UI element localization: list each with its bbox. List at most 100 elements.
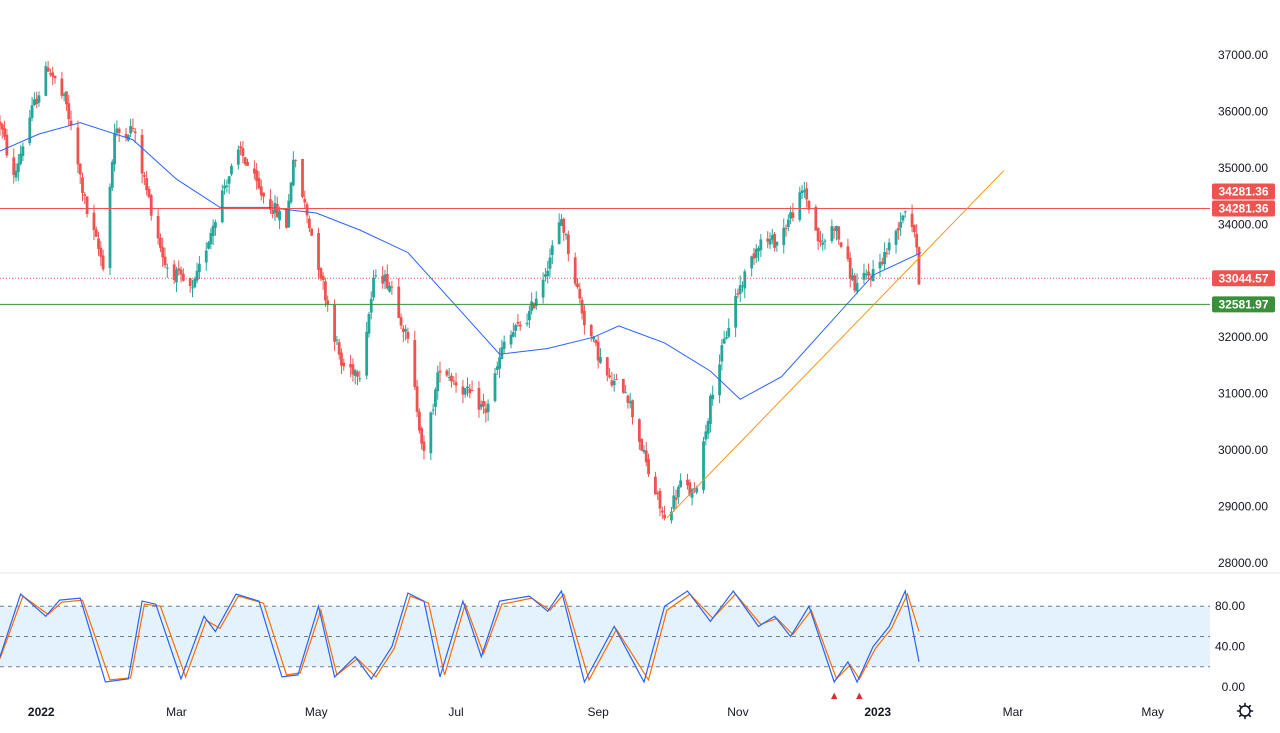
candle-body: [823, 240, 827, 242]
candle-body: [766, 238, 770, 242]
candle-body: [855, 282, 859, 292]
candle-body: [413, 340, 417, 387]
candle: [44, 61, 48, 97]
candle-body: [525, 322, 529, 325]
candle-body: [307, 218, 311, 229]
candle: [562, 217, 566, 241]
candle: [768, 232, 772, 250]
candle: [773, 231, 776, 252]
time-tick-label: Jul: [448, 705, 463, 719]
candle-body: [207, 242, 210, 249]
candle-body: [401, 328, 405, 333]
price-tick-label: 30000.00: [1218, 443, 1268, 457]
candle-body: [562, 218, 566, 233]
candle-body: [285, 209, 288, 228]
candle-body: [509, 334, 513, 345]
candle-body: [903, 211, 907, 213]
candle: [573, 252, 577, 287]
candle: [214, 219, 217, 236]
candle-body: [690, 489, 694, 498]
candle: [486, 399, 490, 422]
candle: [35, 91, 39, 109]
last-price-badge: 33044.57: [1212, 270, 1275, 287]
candle-body: [626, 395, 630, 403]
candle: [159, 233, 162, 253]
candle-body: [179, 269, 183, 275]
candle: [775, 241, 779, 252]
candle: [759, 234, 763, 258]
candle: [692, 481, 696, 494]
candle-body: [369, 298, 373, 313]
candle-body: [544, 274, 547, 277]
candle-body: [278, 210, 281, 221]
candle-body: [848, 257, 852, 279]
candle-body: [830, 226, 834, 241]
candles-layer: [0, 61, 921, 524]
candle: [676, 484, 680, 505]
candle: [610, 371, 614, 388]
candle-body: [819, 240, 822, 243]
candle-body: [431, 409, 435, 411]
candle: [479, 400, 483, 411]
candle-body: [596, 341, 600, 361]
gear-icon[interactable]: [1236, 702, 1254, 720]
candle: [124, 127, 128, 142]
candle: [915, 224, 919, 255]
candle-body: [463, 388, 467, 395]
candle: [275, 196, 279, 218]
resistance-badge: 34281.36: [1212, 200, 1275, 217]
candle-body: [727, 328, 731, 337]
price-axis[interactable]: 37000.0036000.0035000.0034000.0033000.00…: [1218, 48, 1268, 570]
candle-body: [147, 188, 151, 197]
candle-body: [477, 387, 481, 410]
stochastic-pane[interactable]: ▲ ▲: [0, 589, 1210, 702]
candle-body: [679, 480, 683, 488]
candle-body: [223, 185, 226, 189]
candle: [832, 226, 836, 239]
candle-body: [381, 275, 385, 284]
candle-body: [493, 373, 497, 402]
stochastic-axis[interactable]: 80.00 40.00 0.00: [1215, 599, 1245, 694]
candle-body: [252, 168, 256, 174]
candle: [83, 191, 87, 205]
candle-body: [193, 278, 197, 288]
candle: [257, 171, 261, 190]
price-pane[interactable]: [0, 61, 1210, 524]
candle: [706, 418, 710, 439]
candle-body: [479, 404, 483, 408]
candle-body: [896, 227, 900, 231]
candle: [885, 247, 889, 258]
candle-body: [738, 285, 742, 294]
candle: [101, 249, 105, 272]
candle-body: [60, 78, 64, 96]
candle-body: [578, 288, 582, 299]
candle: [197, 255, 201, 280]
candle-body: [35, 98, 39, 105]
candle-body: [864, 274, 868, 276]
time-axis[interactable]: 2022 Mar May Jul Sep Nov 2023 Mar May: [28, 705, 1164, 719]
candle: [243, 156, 247, 166]
candle: [317, 227, 320, 280]
candle: [65, 91, 68, 111]
price-tick-label: 31000.00: [1218, 387, 1268, 401]
candle: [720, 339, 724, 371]
candle-body: [417, 411, 421, 431]
candle: [544, 267, 547, 282]
moving-average-layer: [0, 122, 922, 400]
candle: [738, 275, 742, 303]
candle-body: [220, 190, 224, 223]
candle: [142, 172, 146, 186]
candle-body: [225, 185, 229, 187]
candle: [855, 273, 859, 295]
candle: [883, 242, 886, 271]
candle-body: [172, 264, 176, 281]
candle-body: [156, 215, 160, 239]
candle-body: [775, 241, 779, 246]
candle-body: [484, 408, 488, 413]
candle-body: [759, 239, 763, 251]
candle-body: [259, 186, 263, 196]
candle: [287, 194, 291, 229]
candle: [628, 392, 632, 409]
candle: [445, 369, 449, 378]
